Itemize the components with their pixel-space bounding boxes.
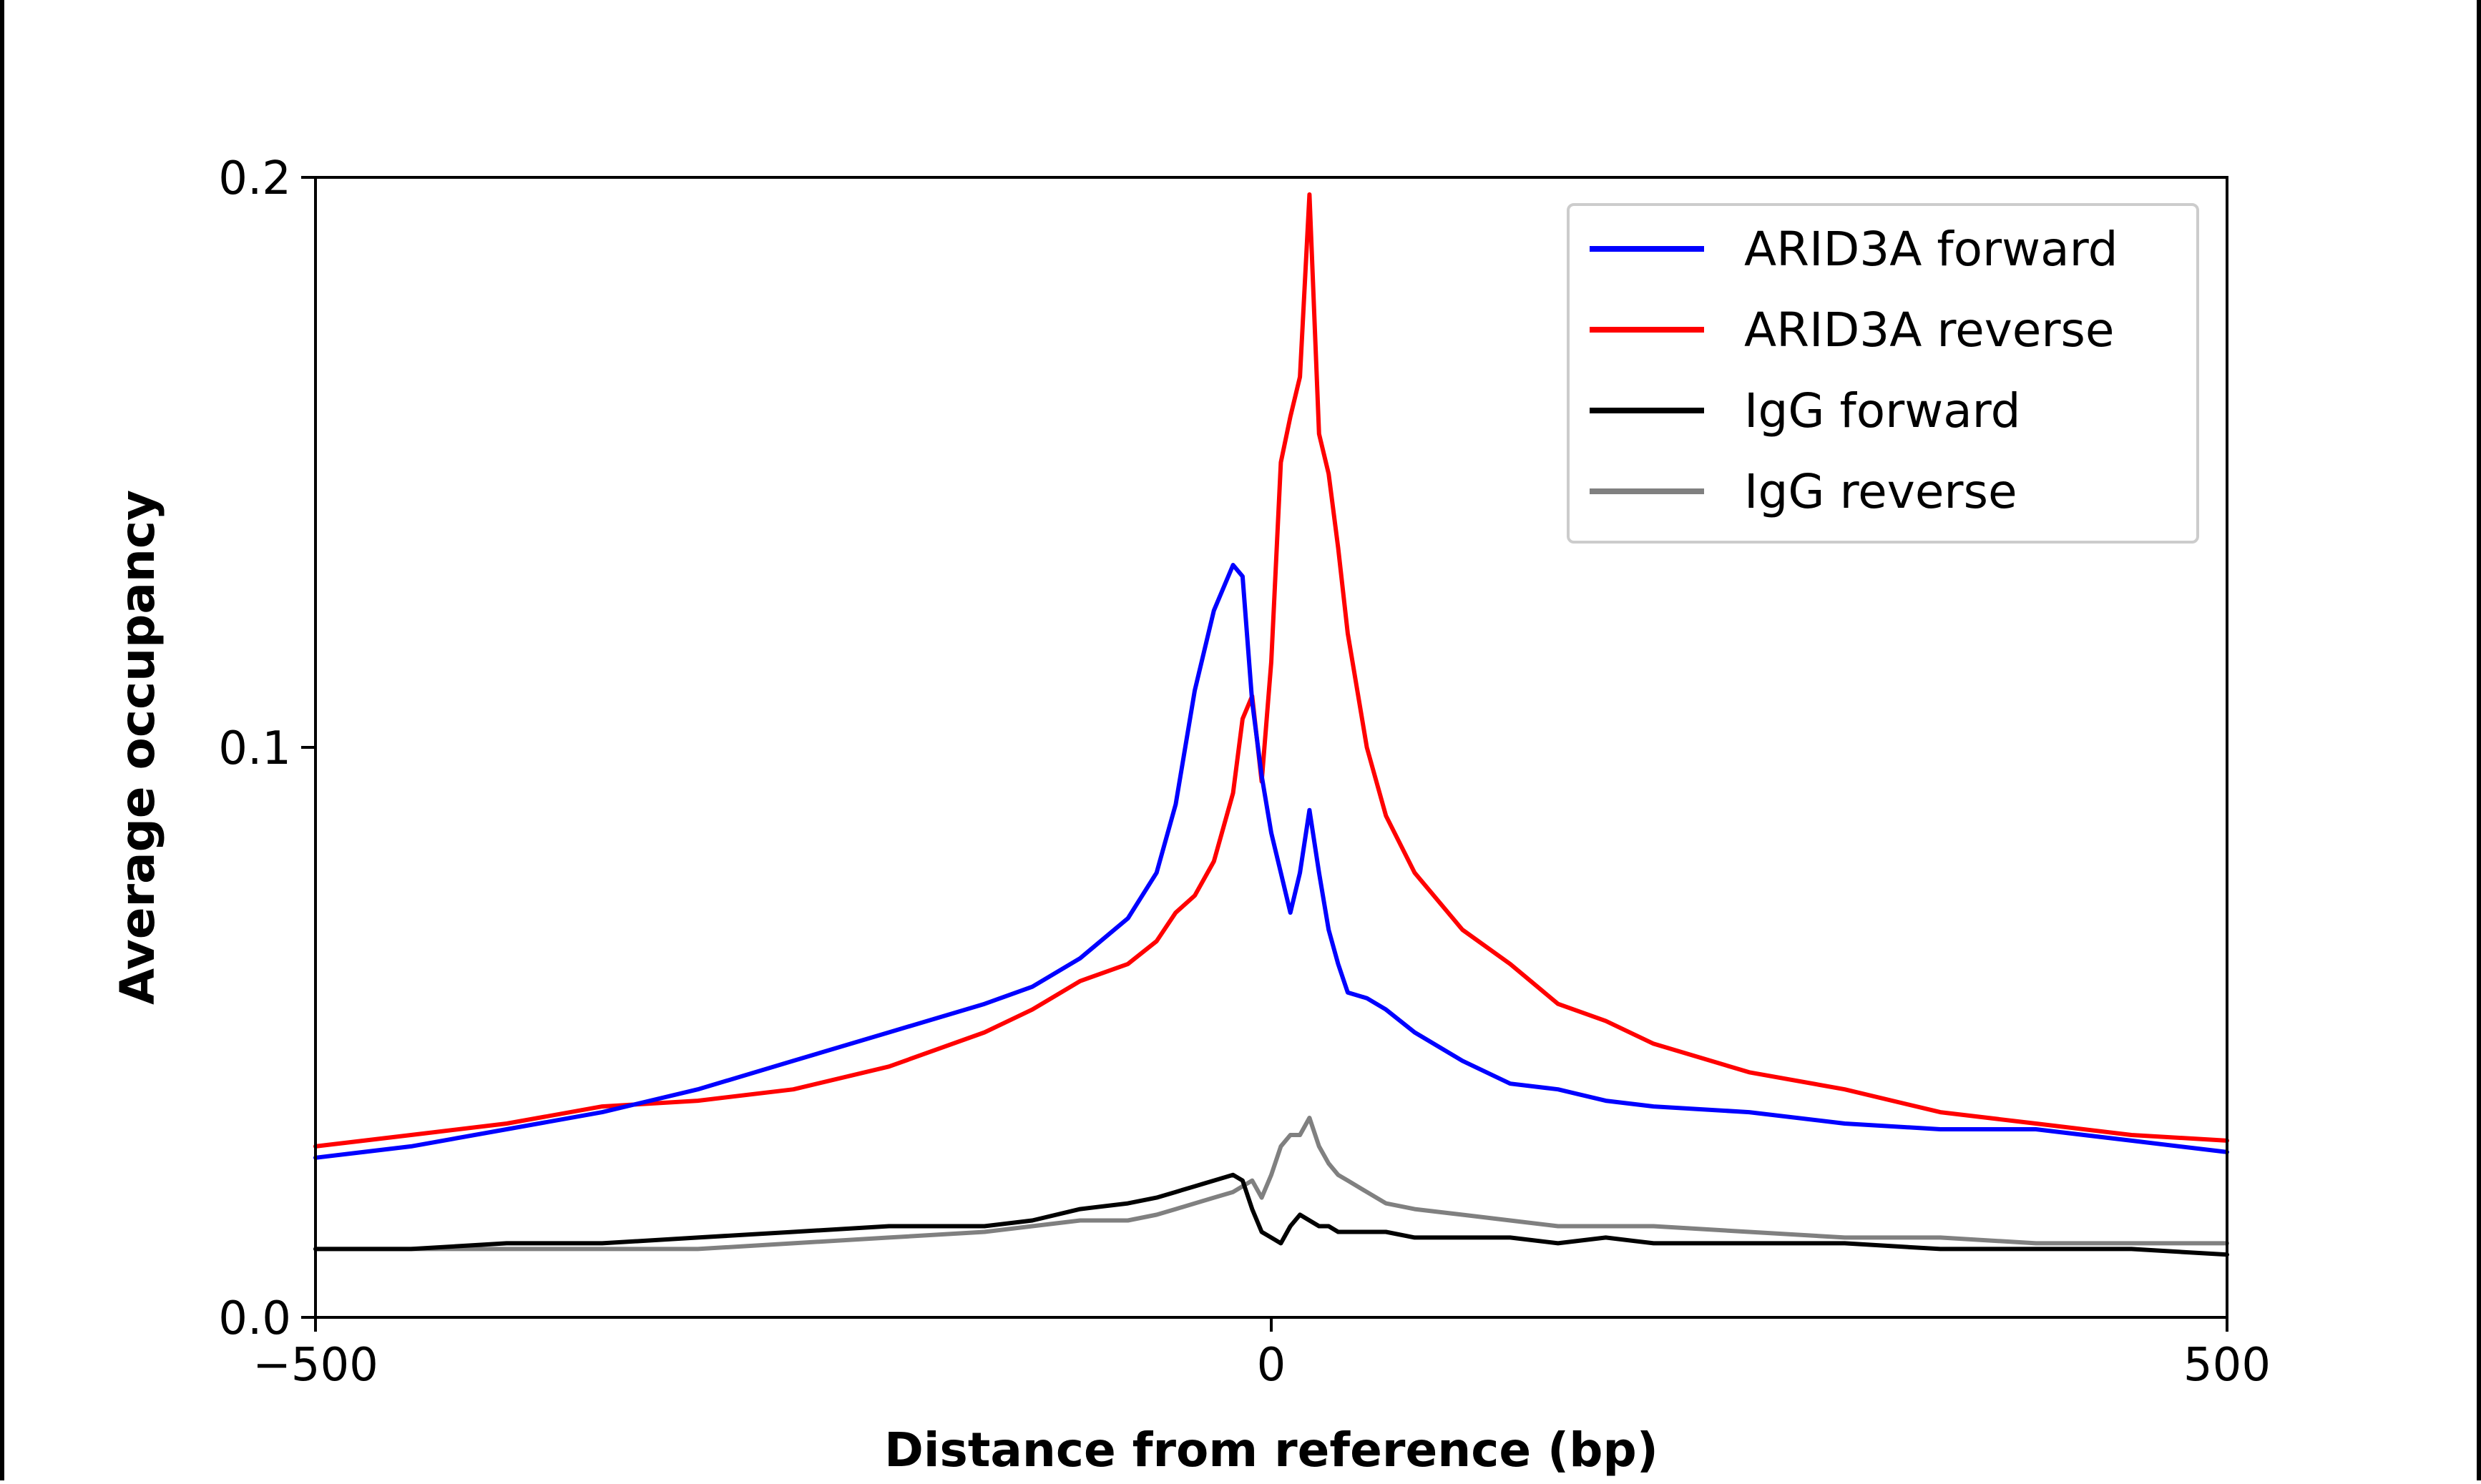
y-axis-label: Average occupancy (110, 490, 165, 1005)
legend: ARID3A forward ARID3A reverse IgG forward I… (1567, 203, 2199, 544)
series-layer (313, 192, 2229, 1257)
series-line-igg-reverse (313, 1116, 2229, 1252)
legend-label-arid3a-reverse: ARID3A reverse (1744, 303, 2115, 358)
left-edge-border (0, 0, 4, 1480)
legend-box (1567, 203, 2199, 544)
y-tick-label: 0.1 (218, 722, 291, 775)
x-tick-label: 0 (1257, 1339, 1286, 1392)
y-axis-ticks: 0.0 0.1 0.2 (218, 152, 315, 1345)
y-tick-label: 0.2 (218, 152, 291, 205)
x-tick-label: −500 (253, 1339, 378, 1392)
right-edge-border (2477, 0, 2481, 1480)
x-axis-ticks: −500 0 500 (253, 1317, 2271, 1392)
series-line-arid3a-reverse (313, 192, 2229, 1149)
series-line-igg-forward (313, 1172, 2229, 1257)
x-axis-label: Distance from reference (bp) (884, 1422, 1658, 1478)
y-tick-label: 0.0 (218, 1292, 291, 1345)
series-line-arid3a-forward (313, 563, 2229, 1160)
x-tick-label: 500 (2183, 1339, 2271, 1392)
legend-items: ARID3A forward ARID3A reverse IgG forward I… (1590, 222, 2118, 519)
legend-label-arid3a-forward: ARID3A forward (1744, 222, 2118, 277)
legend-label-igg-forward: IgG forward (1744, 383, 2021, 438)
legend-label-igg-reverse: IgG reverse (1744, 464, 2017, 519)
